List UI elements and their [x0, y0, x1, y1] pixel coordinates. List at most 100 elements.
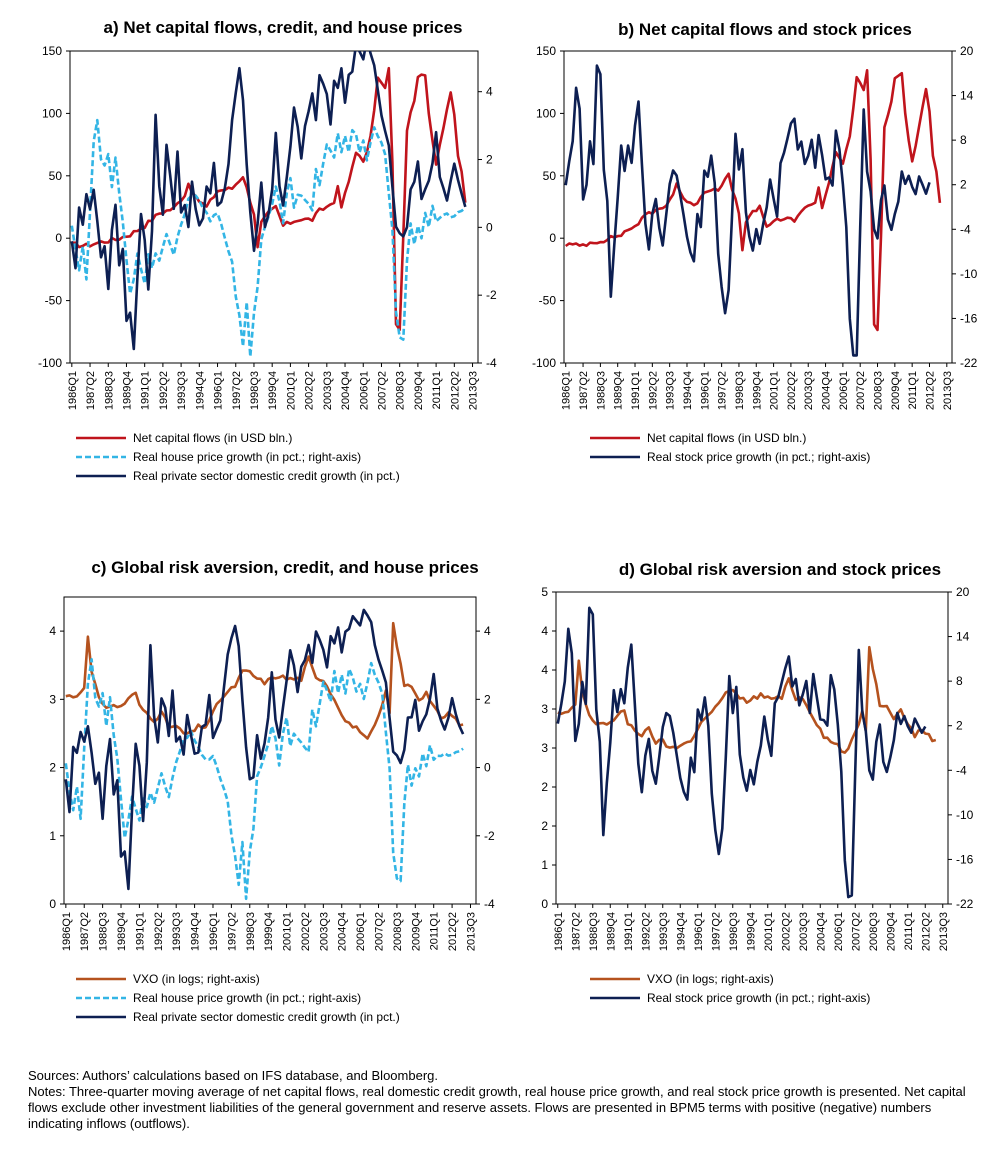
- x-axis-tick-label: 2007Q2: [850, 912, 862, 951]
- x-axis-tick-label: 2004Q4: [821, 371, 833, 410]
- x-axis-tick-label: 1996Q1: [693, 912, 705, 951]
- x-axis-tick-label: 1991Q1: [134, 912, 146, 951]
- plot-area-frame: [69, 50, 479, 364]
- x-axis-tick-label: 1989Q4: [613, 371, 625, 410]
- x-axis-tick-label: 1993Q3: [176, 371, 188, 410]
- x-axis-tick-label: 2004Q4: [337, 912, 349, 951]
- right-axis-tick-label: 14: [956, 630, 970, 644]
- x-axis-tick-label: 1999Q4: [263, 912, 275, 951]
- x-axis-tick-label: 2007Q2: [855, 371, 867, 410]
- x-axis-tick-label: 2006Q1: [838, 371, 850, 410]
- right-axis-tick-label: -16: [956, 852, 974, 866]
- x-axis-tick-label: 1989Q4: [121, 371, 133, 410]
- series-line-2: [70, 51, 467, 351]
- x-axis-tick-label: 1989Q4: [116, 912, 128, 951]
- x-axis-tick-label: 2012Q2: [920, 912, 932, 951]
- panel-d-chart: d) Global risk aversion and stock prices…: [500, 545, 1002, 1045]
- x-axis-tick-label: 2008Q3: [395, 371, 407, 410]
- x-axis-tick-label: 1988Q3: [98, 912, 110, 951]
- x-axis-tick-label: 2004Q4: [815, 912, 827, 951]
- plot-area-frame: [563, 50, 953, 364]
- x-axis-tick-label: 1987Q2: [578, 371, 590, 410]
- x-axis-tick-label: 2003Q3: [322, 371, 334, 410]
- x-axis-tick-label: 2013Q3: [468, 371, 480, 410]
- x-axis-tick-label: 1994Q4: [194, 371, 206, 410]
- x-axis-tick-label: 1988Q3: [595, 371, 607, 410]
- x-axis-tick-label: 1998Q3: [245, 912, 257, 951]
- x-axis-tick-label: 2002Q2: [780, 912, 792, 951]
- x-axis-tick-label: 1996Q1: [699, 371, 711, 410]
- x-axis-tick-label: 1992Q2: [153, 912, 165, 951]
- notes-text: Notes: Three-quarter moving average of n…: [28, 1084, 966, 1131]
- x-axis-tick-label: 2009Q4: [885, 912, 897, 951]
- left-axis-tick-label: 4: [541, 624, 548, 638]
- x-axis-tick-label: 1993Q3: [665, 371, 677, 410]
- right-axis-tick-label: -10: [960, 267, 978, 281]
- legend-label: Net capital flows (in USD bln.): [133, 431, 292, 445]
- left-axis-tick-label: -50: [45, 294, 63, 308]
- left-axis-tick-label: 3: [49, 692, 56, 706]
- x-axis-tick-label: 1998Q3: [734, 371, 746, 410]
- left-axis-tick-label: 3: [541, 741, 548, 755]
- chart-svg-b: b) Net capital flows and stock prices -10…: [532, 20, 978, 464]
- x-axis-tick-label: 1997Q2: [231, 371, 243, 410]
- x-axis-tick-label: 2003Q3: [803, 371, 815, 410]
- x-axis-tick-label: 2012Q2: [924, 371, 936, 410]
- x-axis-tick-label: 2003Q3: [318, 912, 330, 951]
- left-axis-tick-label: 4: [49, 624, 56, 638]
- panel-a-chart: a) Net capital flows, credit, and house …: [0, 0, 500, 500]
- right-axis-tick-label: -2: [484, 829, 495, 843]
- x-axis-tick-label: 1994Q4: [682, 371, 694, 410]
- x-axis-tick-label: 1997Q2: [226, 912, 238, 951]
- x-axis-tick-label: 2006Q1: [358, 371, 370, 410]
- right-axis-tick-label: -10: [956, 808, 974, 822]
- series-line-2: [64, 608, 465, 891]
- chart-svg-d: d) Global risk aversion and stock prices…: [541, 560, 974, 1005]
- chart-title: a) Net capital flows, credit, and house …: [104, 18, 463, 37]
- left-axis-tick-label: 2: [541, 819, 548, 833]
- right-axis-tick-label: 8: [960, 133, 967, 147]
- series-line-0: [557, 645, 937, 754]
- x-axis-tick-label: 2002Q2: [304, 371, 316, 410]
- x-axis-tick-label: 2007Q2: [374, 912, 386, 951]
- right-axis-tick-label: 2: [484, 692, 491, 706]
- legend-label: Real private sector domestic credit grow…: [133, 1010, 400, 1024]
- series-line-0: [65, 621, 464, 740]
- x-axis-tick-label: 2012Q2: [447, 912, 459, 951]
- plot-area-frame: [63, 596, 477, 905]
- x-axis-tick-label: 1988Q3: [588, 912, 600, 951]
- x-axis-tick-label: 2008Q3: [873, 371, 885, 410]
- x-axis-tick-label: 1986Q1: [61, 912, 73, 951]
- left-axis-tick-label: 150: [536, 44, 556, 58]
- x-axis-tick-label: 1992Q2: [158, 371, 170, 410]
- left-axis-tick-label: 0: [55, 231, 62, 245]
- right-axis-tick-label: 2: [956, 719, 963, 733]
- figure-notes: Sources: Authors’ calculations based on …: [28, 1068, 968, 1132]
- x-axis-tick-label: 2002Q2: [300, 912, 312, 951]
- right-axis-tick-label: 2: [960, 178, 967, 192]
- chart-title: d) Global risk aversion and stock prices: [619, 560, 941, 579]
- x-axis-tick-label: 1994Q4: [675, 912, 687, 951]
- x-axis-tick-label: 1996Q1: [208, 912, 220, 951]
- left-axis-tick-label: 0: [549, 231, 556, 245]
- x-axis-tick-label: 2008Q3: [868, 912, 880, 951]
- x-axis-tick-label: 1987Q2: [79, 912, 91, 951]
- left-axis-tick-label: 4: [541, 663, 548, 677]
- x-axis-tick-label: 1992Q2: [640, 912, 652, 951]
- legend-label: VXO (in logs; right-axis): [133, 972, 260, 986]
- series-line-1: [556, 606, 927, 899]
- legend-label: Real stock price growth (in pct.; right-…: [647, 991, 870, 1005]
- x-axis-tick-label: 1989Q4: [605, 912, 617, 951]
- left-axis-tick-label: 100: [42, 106, 62, 120]
- x-axis-tick-label: 1991Q1: [140, 371, 152, 410]
- x-axis-tick-label: 2008Q3: [392, 912, 404, 951]
- left-axis-tick-label: -100: [532, 356, 556, 370]
- left-axis-tick-label: 50: [543, 169, 557, 183]
- sources-text: Sources: Authors’ calculations based on …: [28, 1068, 438, 1083]
- series-line-1: [564, 64, 931, 357]
- right-axis-tick-label: 8: [956, 674, 963, 688]
- x-axis-tick-label: 2013Q3: [465, 912, 477, 951]
- left-axis-tick-label: 5: [541, 585, 548, 599]
- right-axis-tick-label: -22: [956, 897, 974, 911]
- x-axis-tick-label: 1991Q1: [630, 371, 642, 410]
